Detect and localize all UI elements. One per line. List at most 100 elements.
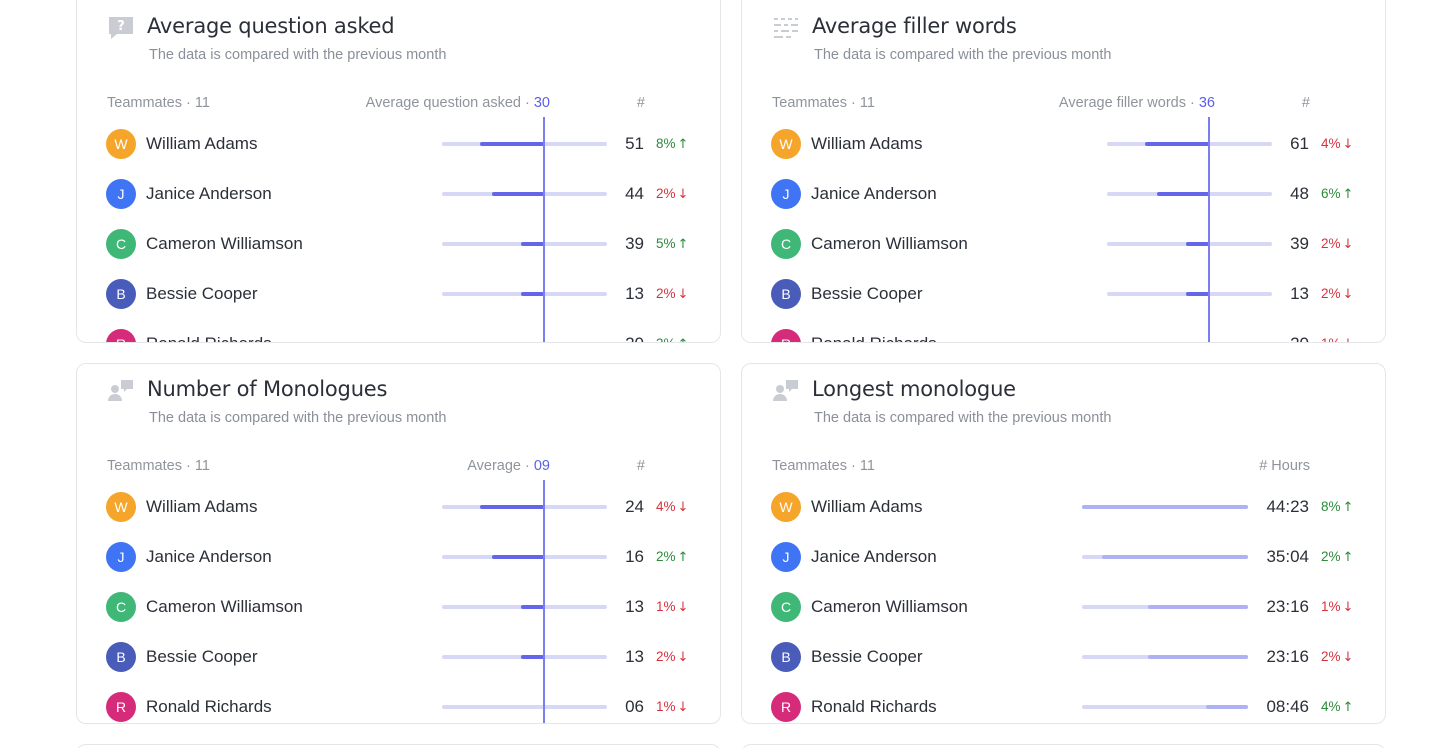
change-indicator: 2% ↓ [1321, 286, 1353, 302]
card-title: Number of Monologues [147, 377, 388, 401]
change-percent: 2% [1321, 649, 1341, 664]
change-indicator: 2% ↓ [656, 286, 688, 302]
metric-value: 23:16 [1266, 597, 1309, 616]
teammate-name: Bessie Cooper [146, 284, 258, 303]
change-indicator: 3%↑ [656, 336, 689, 342]
teammates-header: Teammates · 11 [772, 458, 875, 474]
metric-value: 24 [625, 497, 644, 516]
list-item: B Bessie Cooper 23:16 2% ↓ [742, 642, 1385, 674]
metric-card: Number of Monologues The data is compared… [76, 363, 721, 724]
change-percent: 4% [1321, 699, 1341, 714]
avatar: B [106, 642, 136, 672]
list-item: C Cameron Williamson 39 5% ↑ [77, 229, 720, 261]
bar-fill [521, 605, 544, 609]
teammate-name: Ronald Richards [146, 334, 272, 342]
teammate-name: Cameron Williamson [811, 234, 968, 253]
avatar: J [106, 179, 136, 209]
change-percent: 8% [656, 136, 676, 151]
change-indicator: 4% ↓ [1321, 136, 1353, 152]
change-percent: 4% [656, 499, 676, 514]
metric-value: 44:23 [1266, 497, 1309, 516]
teammate-name: William Adams [146, 497, 258, 516]
metric-value: 13 [625, 647, 644, 666]
list-item: R Ronald Richards 20 1%↓ [742, 329, 1385, 343]
metric-value: 23:16 [1266, 647, 1309, 666]
arrow-down-icon: ↓ [1342, 600, 1354, 615]
change-percent: 2% [1321, 236, 1341, 251]
teammates-header: Teammates · 11 [107, 458, 210, 474]
arrow-up-icon: ↑ [677, 137, 689, 152]
bar-track [442, 705, 607, 709]
value-header: # Hours [1259, 458, 1310, 474]
arrow-down-icon: ↓ [677, 700, 689, 715]
metric-header-value: 09 [533, 458, 550, 474]
bar-fill [521, 655, 544, 659]
teammate-name: Cameron Williamson [146, 597, 303, 616]
metric-card [76, 744, 721, 748]
teammates-header: Teammates · 11 [772, 95, 875, 111]
metric-value: 48 [1290, 184, 1309, 203]
metric-value: 20 [1290, 334, 1309, 342]
avatar: B [771, 279, 801, 309]
avatar: J [771, 542, 801, 572]
avatar: R [106, 329, 136, 342]
teammate-name: Cameron Williamson [146, 234, 303, 253]
list-item: W William Adams 61 4% ↓ [742, 129, 1385, 161]
arrow-up-icon: ↑ [1342, 550, 1354, 565]
list-item: C Cameron Williamson 13 1% ↓ [77, 592, 720, 624]
bar-fill [1145, 142, 1209, 146]
arrow-up-icon: ↑ [678, 337, 689, 342]
list-item: R Ronald Richards 08:46 4% ↑ [742, 692, 1385, 723]
teammate-name: Ronald Richards [811, 697, 937, 716]
arrow-down-icon: ↓ [1342, 237, 1354, 252]
change-indicator: 2% ↓ [1321, 236, 1353, 252]
change-indicator: 1%↓ [656, 599, 688, 615]
arrow-down-icon: ↓ [677, 287, 689, 302]
change-percent: 1% [656, 699, 676, 714]
bar-track [1082, 705, 1248, 709]
question-bubble-icon: ? [107, 15, 135, 41]
teammate-name: Bessie Cooper [146, 647, 258, 666]
change-percent: 3% [656, 336, 676, 342]
change-indicator: 2% ↑ [1321, 549, 1353, 565]
metric-value: 16 [625, 547, 644, 566]
change-percent: 2% [656, 549, 676, 564]
change-percent: 2% [1321, 286, 1341, 301]
change-indicator: 2% ↑ [656, 549, 688, 565]
teammate-name: William Adams [811, 497, 923, 516]
list-item: C Cameron Williamson 23:16 1% ↓ [742, 592, 1385, 624]
arrow-up-icon: ↑ [1342, 700, 1354, 715]
change-percent: 4% [1321, 136, 1341, 151]
teammate-name: Ronald Richards [811, 334, 937, 342]
arrow-up-icon: ↑ [1342, 187, 1354, 202]
teammate-name: Ronald Richards [146, 697, 272, 716]
bar-fill [1186, 292, 1209, 296]
change-percent: 8% [1321, 499, 1341, 514]
teammate-name: Janice Anderson [146, 547, 272, 566]
change-indicator: 8% ↑ [1321, 499, 1353, 515]
bar-track [442, 342, 607, 343]
avatar: R [771, 329, 801, 342]
avatar: W [771, 129, 801, 159]
list-item: J Janice Anderson 16 2% ↑ [77, 542, 720, 574]
arrow-down-icon: ↓ [1342, 650, 1354, 665]
card-subtitle: The data is compared with the previous m… [149, 410, 447, 426]
list-item: J Janice Anderson 35:04 2% ↑ [742, 542, 1385, 574]
teammate-name: Janice Anderson [146, 184, 272, 203]
change-percent: 1% [1321, 336, 1341, 342]
list-item: B Bessie Cooper 13 2% ↓ [77, 642, 720, 674]
metric-value: 13 [1290, 284, 1309, 303]
bar-fill [521, 292, 544, 296]
avatar: B [106, 279, 136, 309]
arrow-down-icon: ↓ [677, 500, 689, 515]
arrow-down-icon: ↓ [677, 187, 689, 202]
monologue-icon [772, 378, 800, 404]
value-header: # [636, 458, 645, 474]
metric-header-label: Average · [467, 458, 534, 474]
list-item: W William Adams 24 4% ↓ [77, 492, 720, 524]
metric-card: Average filler words The data is compared… [741, 0, 1386, 343]
avatar: C [106, 229, 136, 259]
bar-fill [1206, 705, 1248, 709]
bar-track [1107, 342, 1272, 343]
list-item: B Bessie Cooper 13 2% ↓ [77, 279, 720, 311]
